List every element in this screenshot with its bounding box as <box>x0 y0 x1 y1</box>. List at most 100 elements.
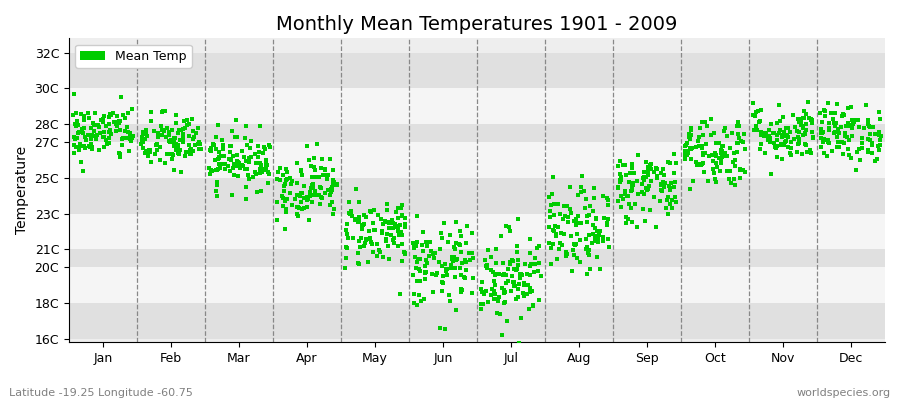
Point <box>579 196 593 202</box>
Point <box>391 243 405 250</box>
Point <box>189 130 203 136</box>
Point <box>834 139 849 146</box>
Point <box>714 146 728 153</box>
Point <box>112 119 126 126</box>
Point <box>202 147 217 153</box>
Point <box>407 290 421 297</box>
Point <box>758 130 772 136</box>
Point <box>841 105 855 112</box>
Point <box>842 123 856 130</box>
Point <box>486 268 500 275</box>
Point <box>238 135 252 141</box>
Point <box>176 139 191 145</box>
Point <box>653 182 668 188</box>
Point <box>526 303 540 309</box>
Point <box>271 168 285 175</box>
Point <box>726 176 741 182</box>
Point <box>172 148 186 155</box>
Point <box>842 123 856 130</box>
Point <box>387 239 401 246</box>
Point <box>155 109 169 115</box>
Point <box>240 172 255 178</box>
Point <box>649 224 663 230</box>
Point <box>417 296 431 302</box>
Point <box>144 118 158 124</box>
Point <box>108 120 122 127</box>
Point <box>659 205 673 212</box>
Point <box>147 128 161 134</box>
Point <box>559 253 573 259</box>
Point <box>232 160 247 167</box>
Point <box>410 259 425 265</box>
Point <box>449 240 464 247</box>
Point <box>319 167 333 173</box>
Point <box>778 125 793 132</box>
Point <box>230 117 244 123</box>
Point <box>770 154 784 160</box>
Point <box>499 280 513 286</box>
Point <box>569 222 583 228</box>
Point <box>864 149 878 156</box>
Point <box>262 171 276 177</box>
Point <box>478 257 492 263</box>
Point <box>67 150 81 156</box>
Point <box>590 254 604 260</box>
Point <box>800 149 814 155</box>
Point <box>102 113 116 120</box>
Point <box>252 159 266 166</box>
Point <box>580 270 594 277</box>
Point <box>381 243 395 250</box>
Point <box>385 219 400 226</box>
Point <box>83 132 97 139</box>
Point <box>505 257 519 263</box>
Point <box>118 115 132 121</box>
Point <box>571 192 585 198</box>
Point <box>590 216 604 222</box>
Point <box>428 250 442 256</box>
Point <box>685 145 699 152</box>
Point <box>344 207 358 214</box>
Point <box>625 165 639 171</box>
Point <box>351 219 365 226</box>
Point <box>706 166 720 172</box>
Point <box>802 115 816 121</box>
Point <box>235 162 249 168</box>
Point <box>171 142 185 148</box>
Point <box>270 217 284 224</box>
Point <box>321 172 336 178</box>
Point <box>108 121 122 128</box>
Point <box>284 189 298 196</box>
Point <box>453 228 467 234</box>
Point <box>799 121 814 127</box>
Point <box>681 134 696 140</box>
Point <box>148 142 163 148</box>
Point <box>120 135 134 142</box>
Point <box>82 142 96 149</box>
Point <box>831 125 845 132</box>
Point <box>458 274 473 281</box>
Point <box>240 165 255 172</box>
Point <box>847 119 861 125</box>
Point <box>544 202 558 208</box>
Point <box>225 128 239 134</box>
Point <box>372 247 386 254</box>
Point <box>414 297 428 304</box>
Point <box>178 153 193 160</box>
Point <box>531 297 545 304</box>
Point <box>569 216 583 222</box>
Point <box>436 273 450 280</box>
Point <box>770 120 784 126</box>
Point <box>851 117 866 124</box>
Point <box>639 159 653 166</box>
Point <box>202 171 217 177</box>
Point <box>426 251 440 257</box>
Point <box>528 255 543 261</box>
Point <box>221 162 236 169</box>
Point <box>345 213 359 219</box>
Point <box>655 188 670 195</box>
Point <box>445 254 459 261</box>
Point <box>136 144 150 151</box>
Point <box>730 140 744 147</box>
Point <box>664 205 679 211</box>
Point <box>827 120 842 126</box>
